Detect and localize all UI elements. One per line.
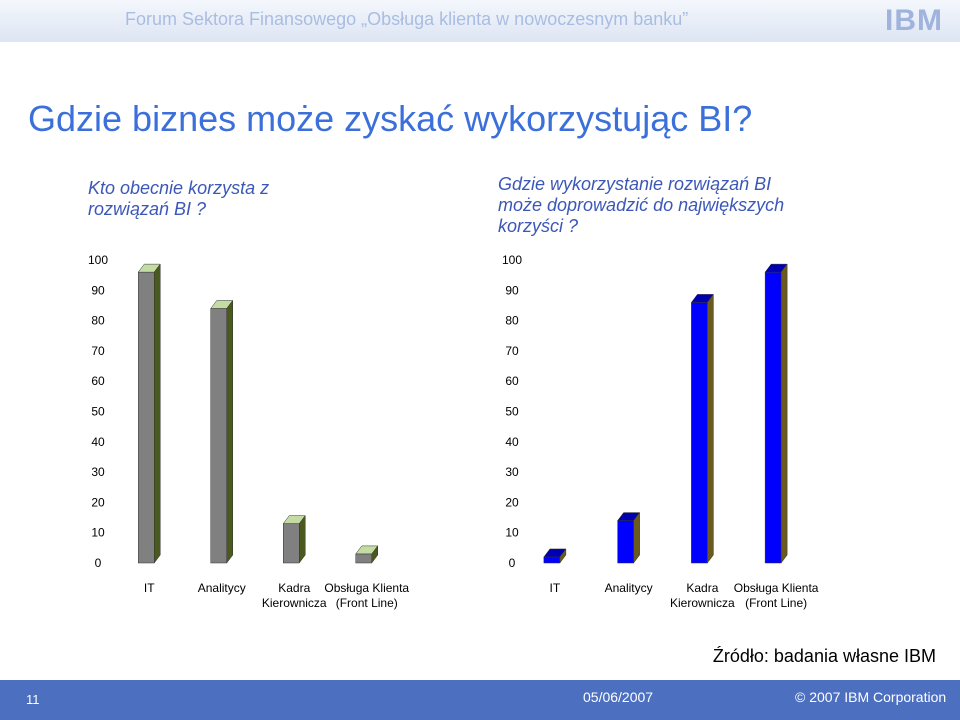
- y-tick-label: 10: [91, 526, 105, 540]
- x-tick-label: Kadra Kierownicza: [670, 581, 735, 610]
- y-tick-label: 60: [505, 374, 519, 388]
- slide-title: Gdzie biznes może zyskać wykorzystując B…: [28, 98, 753, 139]
- chart-title: Gdzie wykorzystanie rozwiązań BI może do…: [498, 174, 785, 236]
- bar-side: [707, 293, 714, 564]
- bar: [764, 271, 782, 564]
- x-tick-label: Obsługa Klienta (Front Line): [734, 581, 819, 610]
- y-tick-label: 30: [91, 465, 105, 479]
- bar: [283, 523, 300, 564]
- bar: [138, 271, 155, 564]
- x-tick-label: IT: [144, 581, 155, 595]
- copyright: © 2007 IBM Corporation: [795, 689, 947, 705]
- y-tick-label: 0: [95, 556, 102, 570]
- source-note: Źródło: badania własne IBM: [712, 646, 936, 666]
- bar-side: [633, 511, 640, 564]
- bar-side: [780, 263, 788, 564]
- x-tick-label: Obsługa Klienta (Front Line): [324, 581, 409, 610]
- bar-side: [154, 263, 161, 564]
- y-tick-label: 60: [91, 374, 105, 388]
- x-tick-label: IT: [550, 581, 561, 595]
- bar-side: [299, 514, 306, 564]
- y-tick-label: 100: [88, 253, 108, 267]
- bar-side: [559, 548, 567, 564]
- y-tick-label: 40: [91, 435, 105, 449]
- bar: [210, 308, 227, 564]
- y-tick-label: 70: [91, 344, 105, 358]
- bar-side: [226, 299, 233, 564]
- y-tick-label: 30: [505, 465, 519, 479]
- y-tick-label: 50: [91, 405, 105, 419]
- y-tick-label: 80: [505, 314, 519, 328]
- logo: IBM: [885, 4, 943, 37]
- bar: [691, 302, 708, 564]
- page-number: 11: [26, 692, 40, 707]
- y-tick-label: 90: [91, 283, 105, 297]
- y-tick-label: 90: [505, 283, 519, 297]
- date: 05/06/2007: [583, 689, 654, 705]
- y-tick-label: 0: [509, 556, 516, 570]
- y-tick-label: 50: [505, 405, 519, 419]
- y-tick-label: 20: [91, 495, 105, 509]
- header-bar: Forum Sektora Finansowego „Obsługa klien…: [0, 0, 960, 42]
- y-tick-label: 100: [502, 253, 522, 267]
- y-tick-label: 40: [505, 435, 519, 449]
- bar-side: [371, 545, 378, 564]
- y-tick-label: 70: [505, 344, 519, 358]
- bar: [543, 556, 561, 564]
- x-tick-label: Kadra Kierownicza: [262, 581, 327, 610]
- x-tick-label: Analitycy: [198, 581, 246, 595]
- chart-title: Kto obecnie korzysta z rozwiązań BI ?: [88, 178, 270, 219]
- footer-bar: 11 05/06/2007 © 2007 IBM Corporation: [0, 680, 960, 720]
- x-tick-label: Analitycy: [605, 581, 653, 595]
- y-tick-label: 20: [505, 495, 519, 509]
- y-tick-label: 80: [91, 314, 105, 328]
- bar: [617, 520, 634, 564]
- y-tick-label: 10: [505, 526, 519, 540]
- header-title: Forum Sektora Finansowego „Obsługa klien…: [125, 9, 689, 29]
- bar: [355, 553, 372, 564]
